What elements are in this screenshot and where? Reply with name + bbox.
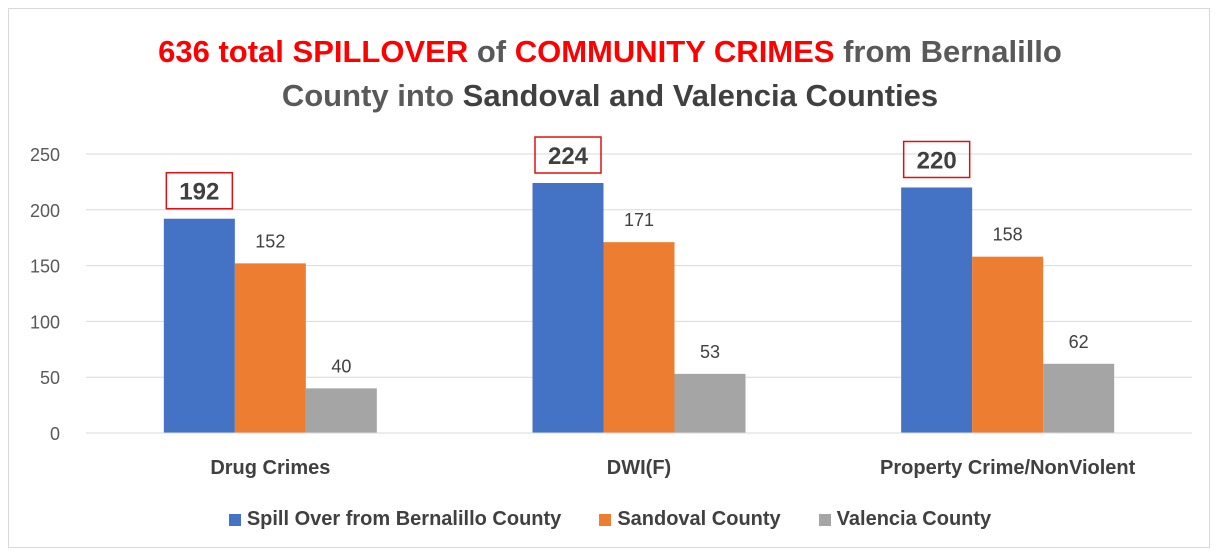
y-tick-label-0: 0	[50, 424, 60, 444]
data-label-box-0-2	[902, 140, 971, 179]
legend-item-sandoval: Sandoval County	[599, 508, 781, 531]
x-tick-label-2: Property Crime/NonViolent	[880, 457, 1136, 479]
data-label-1-0: 152	[255, 231, 285, 251]
legend-label-bernalillo: Spill Over from Bernalillo County	[246, 508, 562, 530]
legend: Spill Over from Bernalillo County Sandov…	[0, 508, 1220, 531]
y-tick-label-150: 150	[30, 257, 60, 277]
data-label-1-2: 158	[993, 225, 1023, 245]
data-label-0-1: 224	[548, 143, 589, 170]
bar-2-1	[674, 373, 746, 433]
bar-0-0	[163, 218, 235, 433]
title-part-0: 636 total SPILLOVER	[158, 34, 469, 69]
legend-swatch-sandoval	[599, 513, 612, 526]
bar-0-1	[532, 183, 604, 433]
data-label-0-0: 192	[179, 179, 219, 206]
legend-item-valencia: Valencia County	[818, 508, 992, 531]
data-label-2-2: 62	[1069, 332, 1089, 352]
y-tick-label-50: 50	[40, 368, 60, 388]
bar-2-2	[1043, 363, 1115, 433]
y-tick-label-250: 250	[30, 145, 60, 165]
bar-0-2	[901, 187, 973, 433]
x-tick-label-1: DWI(F)	[607, 457, 671, 479]
y-tick-label-100: 100	[30, 312, 60, 332]
legend-swatch-bernalillo	[228, 513, 241, 526]
legend-item-bernalillo: Spill Over from Bernalillo County	[228, 508, 562, 531]
bar-2-0	[305, 388, 377, 433]
title-part-5: Sandoval and Valencia Counties	[462, 78, 939, 113]
bar-1-0	[234, 263, 306, 433]
data-label-2-1: 53	[700, 342, 720, 362]
data-label-2-0: 40	[331, 356, 351, 376]
legend-label-sandoval: Sandoval County	[617, 508, 781, 530]
chart-title: 636 total SPILLOVER of COMMUNITY CRIMES …	[0, 30, 1220, 118]
data-label-1-1: 171	[624, 210, 654, 230]
legend-swatch-valencia	[818, 513, 831, 526]
title-part-2: COMMUNITY CRIMES	[514, 34, 835, 69]
title-part-3: from Bernalillo	[834, 34, 1062, 69]
y-tick-label-200: 200	[30, 201, 60, 221]
legend-label-valencia: Valencia County	[836, 508, 992, 530]
title-part-1: of	[468, 34, 515, 69]
x-tick-label-0: Drug Crimes	[210, 457, 330, 479]
title-part-4: County into	[281, 78, 463, 113]
data-label-0-2: 220	[917, 147, 957, 174]
bar-1-2	[972, 256, 1044, 433]
data-label-box-0-1	[534, 136, 602, 174]
data-label-box-0-0	[165, 171, 234, 210]
bar-1-1	[603, 242, 675, 433]
